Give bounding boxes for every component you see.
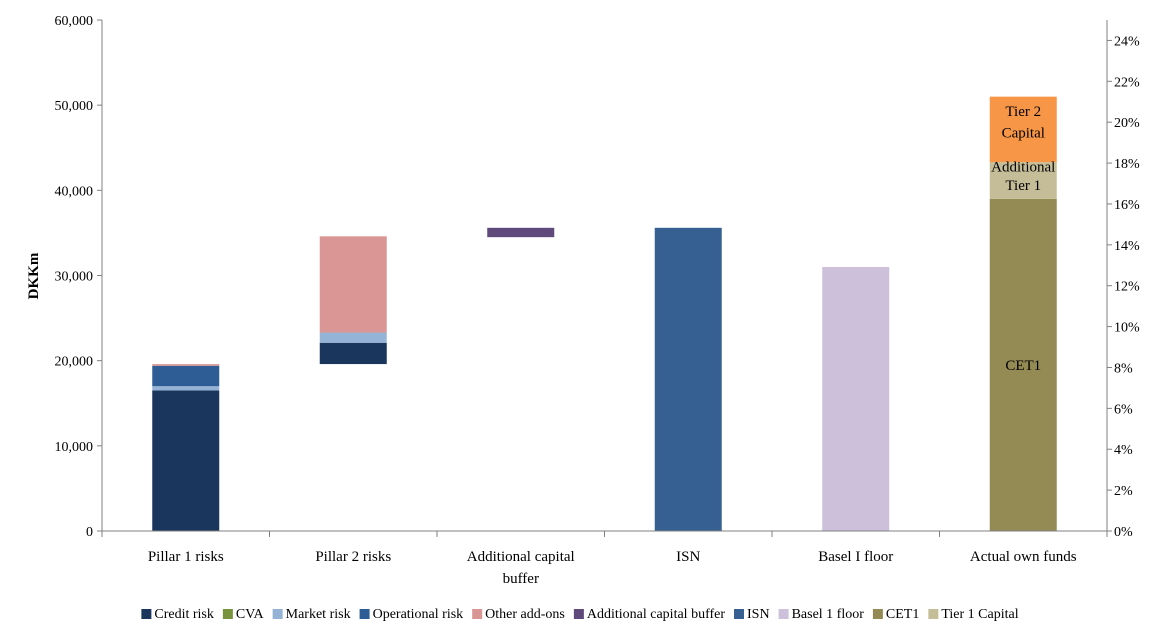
legend-swatch-isn: [734, 609, 745, 619]
bar-basel-1-floor: [822, 266, 890, 531]
y-tick-label: 50,000: [55, 99, 94, 114]
bar-market-risk: [152, 386, 220, 391]
legend-label: Tier 1 Capital: [941, 607, 1018, 622]
legend-swatch-operational-risk: [359, 609, 370, 619]
y-ticks: 0 10,000 20,000 30,000 40,000 50,000 60,000: [55, 14, 102, 540]
y2-tick-label: 4%: [1114, 443, 1133, 458]
bar-isn: [654, 227, 722, 531]
bar-annotation: Tier 1: [1005, 178, 1041, 194]
bar-operational-risk: [152, 365, 220, 387]
y-axis-title: DKKm: [26, 252, 42, 299]
legend-swatch-other-add-ons: [472, 609, 483, 619]
x-tick-label: ISN: [676, 549, 700, 565]
y2-tick-label: 18%: [1114, 157, 1140, 172]
y2-tick-label: 10%: [1114, 321, 1140, 336]
y2-tick-label: 8%: [1114, 361, 1133, 376]
legend-label: Credit risk: [154, 607, 214, 622]
bar-cet1: [989, 198, 1057, 531]
x-tick-label: Actual own funds: [970, 549, 1077, 565]
y2-tick-label: 16%: [1114, 198, 1140, 213]
legend-swatch-additional-capital-buffer: [573, 609, 584, 619]
legend-swatch-basel-1-floor: [778, 609, 789, 619]
bar-credit-risk: [319, 342, 387, 365]
legend-swatch-credit-risk: [141, 609, 152, 619]
legend-label: ISN: [747, 607, 770, 622]
legend-label: Operational risk: [373, 607, 464, 622]
x-tick-label: Basel I floor: [818, 549, 893, 565]
legend-label: Additional capital buffer: [587, 607, 725, 622]
y2-tick-label: 20%: [1114, 116, 1140, 131]
legend-swatch-market-risk: [272, 609, 283, 619]
bars-layer: [152, 96, 1057, 531]
x-tick-label: Pillar 2 risks: [315, 549, 391, 565]
legend-label: Basel 1 floor: [792, 607, 865, 622]
bar-tier-1-capital: [989, 162, 1057, 199]
bar-market-risk: [319, 332, 387, 343]
bar-tier-2-capital: [989, 96, 1057, 163]
legend-label: CET1: [886, 607, 919, 622]
y-tick-label: 30,000: [55, 270, 94, 285]
y2-tick-label: 14%: [1114, 239, 1140, 254]
bar-annotation: Additional: [991, 159, 1055, 175]
y2-tick-label: 24%: [1114, 34, 1140, 49]
bar-other-add-ons: [319, 236, 387, 333]
bar-additional-capital-buffer: [487, 227, 555, 238]
bar-other-add-ons: [152, 364, 220, 366]
y-tick-label: 60,000: [55, 14, 94, 29]
bar-annotation: Capital: [1002, 125, 1045, 141]
legend-swatch-tier-1-capital: [928, 609, 939, 619]
y-tick-label: 20,000: [55, 355, 94, 370]
x-ticks: Pillar 1 risks Pillar 2 risks Additional c…: [101, 531, 1108, 587]
legend-label: Market risk: [286, 607, 351, 622]
y2-tick-label: 12%: [1114, 280, 1140, 295]
y2-tick-label: 22%: [1114, 75, 1140, 90]
legend: Credit risk CVA Market risk Operational ris…: [141, 607, 1019, 622]
x-tick-label: Pillar 1 risks: [148, 549, 224, 565]
y-tick-label: 10,000: [55, 440, 94, 455]
y2-ticks: 0% 2% 4% 6% 8% 10% 12% 14% 16% 18% 20% 22% 24%: [1107, 34, 1140, 540]
legend-swatch-cet1: [872, 609, 883, 619]
y-tick-label: 0: [86, 525, 93, 540]
annotations: Tier 2 Capital Additional Tier 1 CET1: [991, 104, 1055, 374]
legend-label: Other add-ons: [485, 607, 565, 622]
x-tick-label: Additional capital buffer: [467, 549, 575, 587]
axes-layer: [101, 20, 1108, 532]
y2-tick-label: 6%: [1114, 402, 1133, 417]
legend-label: CVA: [236, 607, 265, 622]
legend-swatch-cva: [222, 609, 233, 619]
y-tick-label: 40,000: [55, 184, 94, 199]
bar-annotation: CET1: [1005, 358, 1041, 374]
y2-tick-label: 0%: [1114, 525, 1133, 540]
y2-tick-label: 2%: [1114, 484, 1133, 499]
bar-credit-risk: [152, 390, 220, 531]
bar-annotation: Tier 2: [1005, 104, 1041, 120]
